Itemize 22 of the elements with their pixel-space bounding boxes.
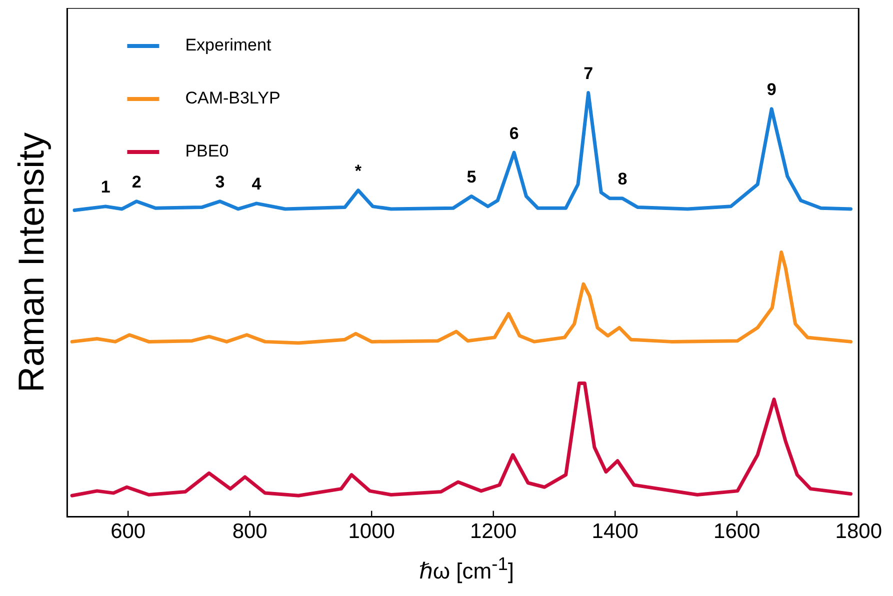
legend-label: CAM-B3LYP — [185, 88, 280, 108]
annotation: 3 — [215, 172, 225, 192]
x-tick-label: 1200 — [470, 520, 517, 544]
legend-label: PBE0 — [185, 142, 229, 161]
legend-label: Experiment — [185, 36, 272, 55]
x-tick-label: 1400 — [592, 520, 638, 544]
annotation: 5 — [466, 167, 476, 186]
annotation: * — [354, 162, 362, 181]
annotation: 9 — [766, 80, 776, 100]
x-tick-label: 1800 — [835, 520, 882, 544]
x-tick-label: 600 — [110, 520, 146, 544]
annotation: 4 — [252, 174, 262, 194]
annotation: 1 — [100, 178, 110, 197]
annotation: 2 — [132, 172, 142, 192]
annotation: 8 — [618, 170, 628, 189]
annotation: 6 — [509, 124, 519, 143]
x-tick-label: 1000 — [348, 520, 395, 544]
y-axis-title: Raman Intensity — [10, 132, 52, 392]
x-tick-label: 1600 — [714, 520, 760, 544]
x-tick-label: 800 — [232, 520, 268, 544]
x-axis-title: ℏω [cm$^{-1}$] — [418, 552, 516, 584]
annotation: 7 — [584, 64, 594, 83]
